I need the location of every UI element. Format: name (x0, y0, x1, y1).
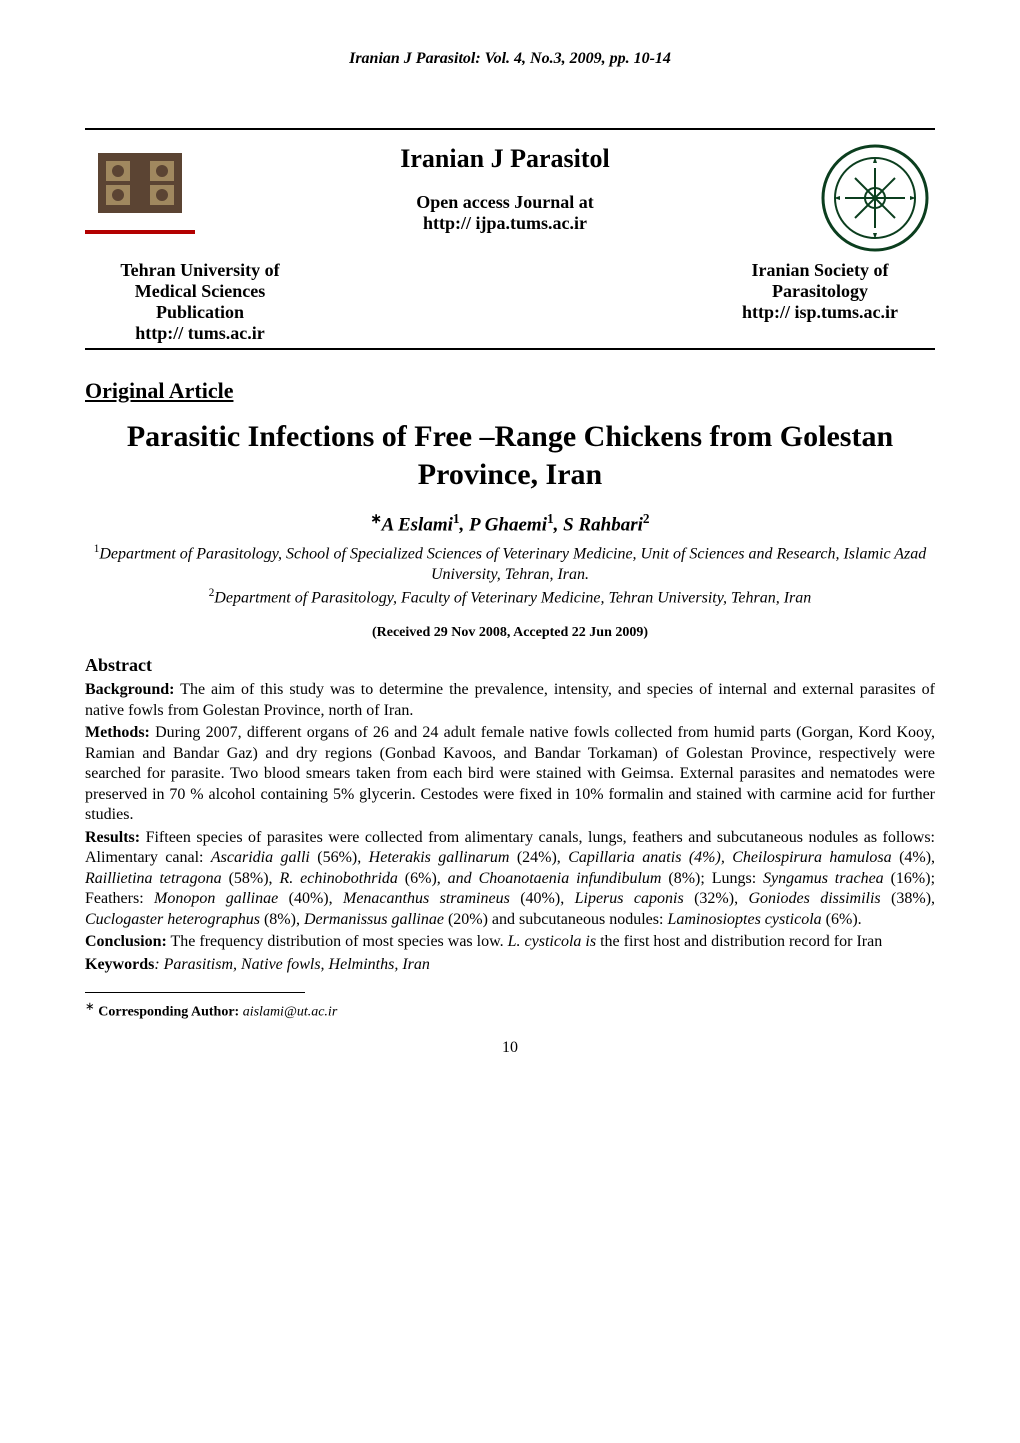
publisher-line: Publication (85, 302, 315, 323)
article-title: Parasitic Infections of Free –Range Chic… (95, 418, 925, 493)
journal-name: Iranian J Parasitol (195, 144, 815, 174)
footnote-marker: ∗ (85, 1000, 95, 1013)
affiliations: 1Department of Parasitology, School of S… (85, 542, 935, 609)
masthead-bottom-rule (85, 348, 935, 350)
results-label: Results: (85, 829, 140, 846)
tums-logo-icon (85, 138, 195, 228)
publisher-logo-wrap (85, 138, 195, 234)
keywords-label: Keywords (85, 956, 154, 973)
article-type: Original Article (85, 378, 935, 404)
abstract-body: Background: The aim of this study was to… (85, 680, 935, 952)
conclusion-label: Conclusion: (85, 933, 167, 950)
affiliation-line: 1Department of Parasitology, School of S… (85, 542, 935, 586)
open-access-line: Open access Journal at (195, 192, 815, 213)
masthead: Iranian J Parasitol Open access Journal … (85, 130, 935, 348)
footnote-rule (85, 992, 305, 993)
publisher-block: Tehran University of Medical Sciences Pu… (85, 260, 315, 344)
methods-text: During 2007, different organs of 26 and … (85, 724, 935, 823)
keywords: Keywords: Parasitism, Native fowls, Helm… (85, 956, 935, 974)
footnote-email: aislami@ut.ac.ir (243, 1005, 338, 1020)
corresponding-author-footnote: ∗ Corresponding Author: aislami@ut.ac.ir (85, 999, 935, 1021)
abstract-heading: Abstract (85, 655, 935, 676)
conclusion-text-pre: The frequency distribution of most speci… (167, 933, 508, 950)
footnote-label: Corresponding Author: (95, 1005, 243, 1020)
article-dates: (Received 29 Nov 2008, Accepted 22 Jun 2… (85, 625, 935, 641)
background-label: Background: (85, 681, 175, 698)
publisher-line: Tehran University of (85, 260, 315, 281)
publisher-url: http:// tums.ac.ir (85, 323, 315, 344)
background-text: The aim of this study was to determine t… (85, 681, 935, 718)
masthead-row-top: Iranian J Parasitol Open access Journal … (85, 138, 935, 258)
tums-logo-underline (85, 230, 195, 234)
society-url: http:// isp.tums.ac.ir (705, 302, 935, 323)
affiliation-line: 2Department of Parasitology, Faculty of … (85, 586, 935, 609)
masthead-row-bottom: Tehran University of Medical Sciences Pu… (85, 260, 935, 344)
abstract-methods: Methods: During 2007, different organs o… (85, 723, 935, 825)
author-list: ∗A Eslami1, P Ghaemi1, S Rahbari2 (85, 511, 935, 536)
society-line: Iranian Society of (705, 260, 935, 281)
abstract-conclusion: Conclusion: The frequency distribution o… (85, 932, 935, 952)
methods-label: Methods: (85, 724, 150, 741)
page-number: 10 (85, 1039, 935, 1057)
society-logo-icon (815, 138, 935, 258)
results-species: Ascaridia galli (56%), Heterakis gallina… (85, 849, 935, 927)
abstract-background: Background: The aim of this study was to… (85, 680, 935, 721)
open-access-url: http:// ijpa.tums.ac.ir (195, 213, 815, 234)
keywords-text: : Parasitism, Native fowls, Helminths, I… (154, 956, 430, 973)
society-line: Parasitology (705, 281, 935, 302)
conclusion-text-post: the first host and distribution record f… (596, 933, 882, 950)
masthead-center: Iranian J Parasitol Open access Journal … (195, 138, 815, 234)
society-block: Iranian Society of Parasitology http:// … (705, 260, 935, 344)
publisher-line: Medical Sciences (85, 281, 315, 302)
conclusion-species: L. cysticola is (508, 933, 596, 950)
abstract-results: Results: Fifteen species of parasites we… (85, 828, 935, 930)
running-head: Iranian J Parasitol: Vol. 4, No.3, 2009,… (85, 50, 935, 68)
